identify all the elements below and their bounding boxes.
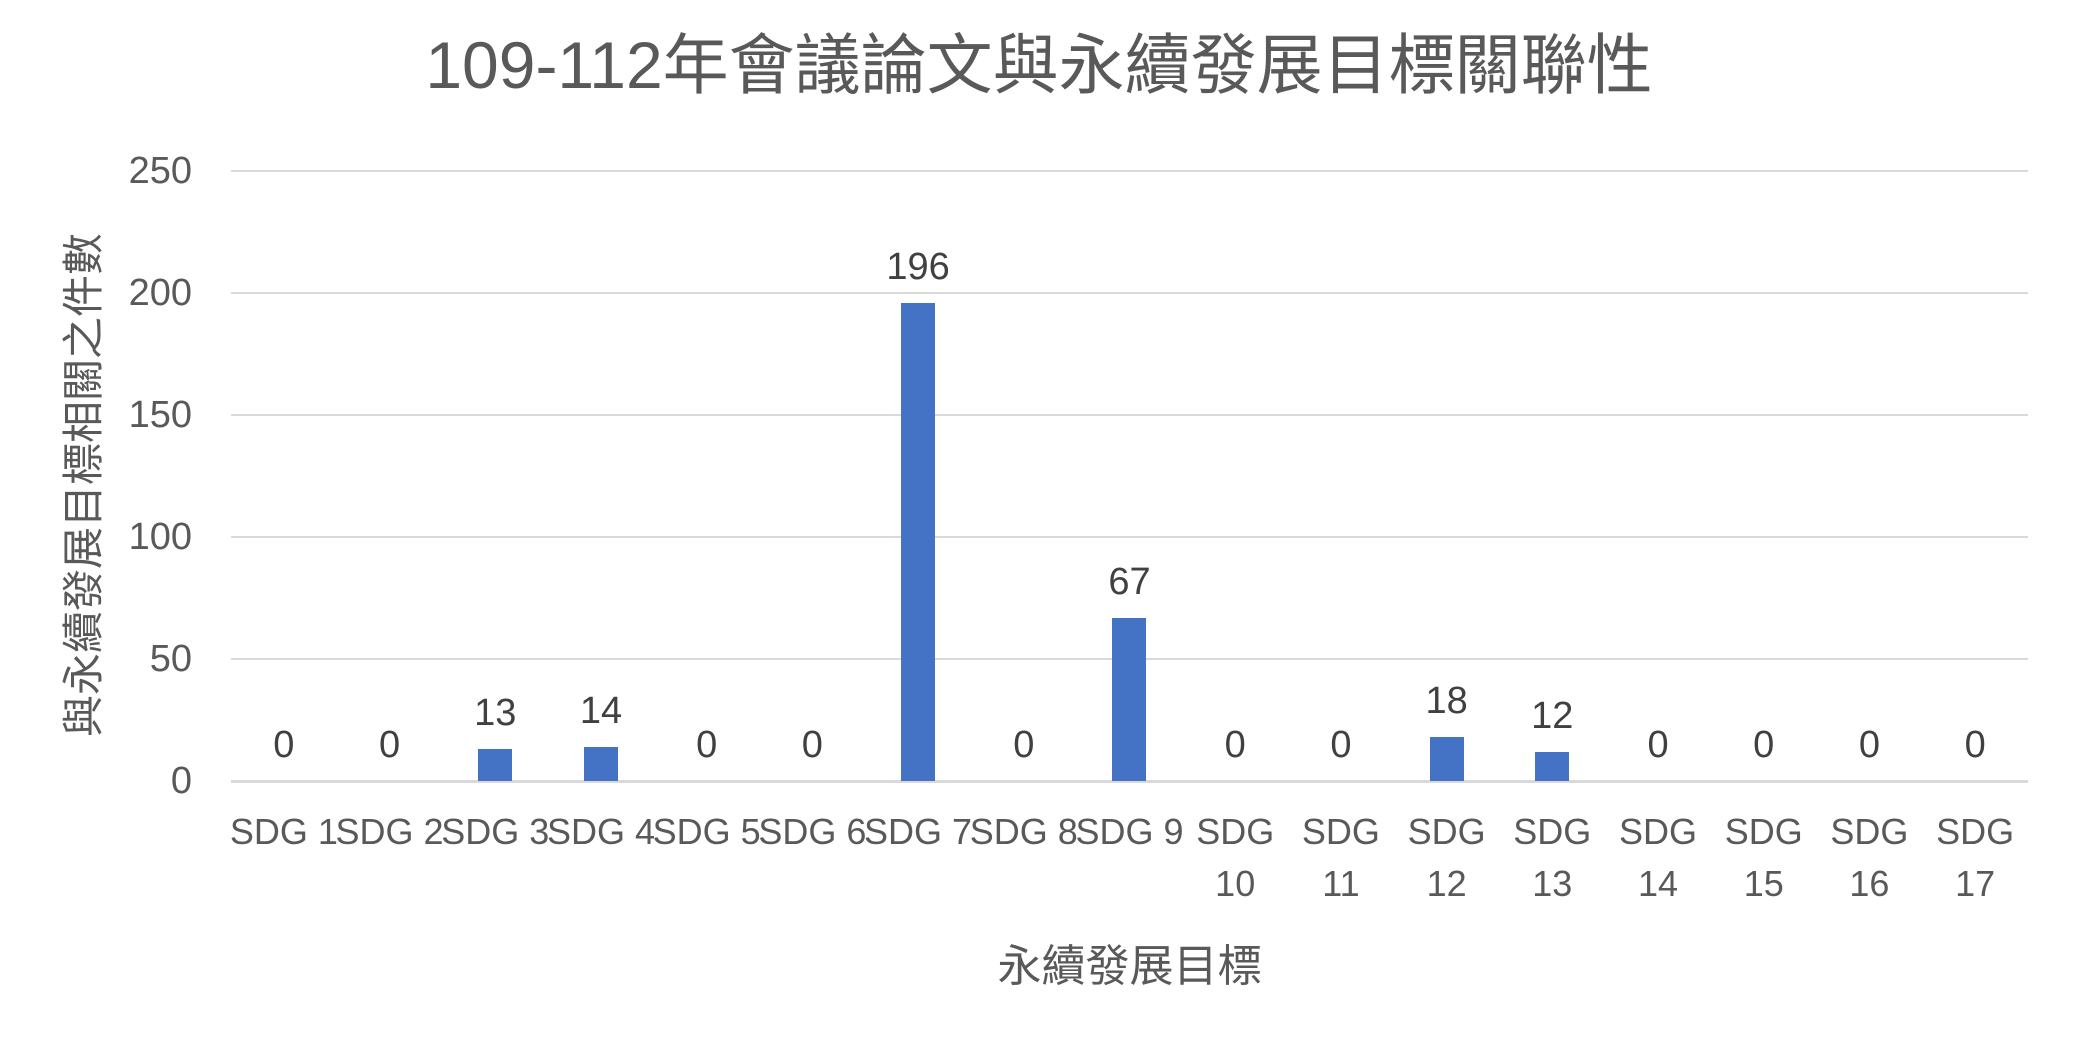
x-tick-label-sdg-4: SDG 4 bbox=[546, 811, 655, 852]
bar-slot-sdg-11: 0 bbox=[1288, 171, 1394, 781]
data-label-sdg-5: 0 bbox=[696, 724, 718, 766]
data-label-sdg-17: 0 bbox=[1964, 724, 1986, 766]
bar-slot-sdg-16: 0 bbox=[1817, 171, 1923, 781]
bar-slot-sdg-13: 12 bbox=[1499, 171, 1605, 781]
data-label-sdg-13: 12 bbox=[1531, 694, 1574, 737]
data-label-sdg-7: 196 bbox=[886, 245, 950, 288]
x-axis-tick-labels: SDG 1 SDG 2 SDG 3 SDG 4 SDG 5 SDG 6 SDG 7 SDG 8… bbox=[229, 806, 2028, 916]
data-label-sdg-16: 0 bbox=[1858, 724, 1880, 766]
x-axis-title: 永續發展目標 bbox=[997, 942, 1262, 991]
bar-slot-sdg-9: 67 bbox=[1077, 171, 1183, 781]
data-label-sdg-8: 0 bbox=[1013, 724, 1035, 766]
bar-slot-sdg-4: 14 bbox=[548, 171, 654, 781]
x-tick-label-sdg-7: SDG 7 bbox=[864, 811, 973, 852]
x-tick-label-sdg-5: SDG 5 bbox=[652, 811, 761, 852]
gridline-250 bbox=[231, 170, 2028, 172]
x-tick-label-sdg-11: SDG 11 bbox=[1301, 811, 1380, 904]
y-tick-label-0: 0 bbox=[170, 760, 192, 802]
bar-slot-sdg-7: 196 bbox=[865, 171, 971, 781]
bar-slot-sdg-5: 0 bbox=[654, 171, 760, 781]
x-tick-label-sdg-10: SDG 10 bbox=[1196, 811, 1275, 904]
y-tick-label-150: 150 bbox=[128, 394, 192, 436]
data-label-sdg-2: 0 bbox=[378, 724, 401, 766]
gridline-150 bbox=[231, 414, 2028, 416]
bar-slot-sdg-2: 0 bbox=[337, 171, 443, 781]
x-tick-label-sdg-6: SDG 6 bbox=[758, 811, 867, 852]
bar-slot-sdg-12: 18 bbox=[1394, 171, 1500, 781]
x-tick-label-sdg-17: SDG 17 bbox=[1936, 811, 2015, 904]
gridline-200 bbox=[231, 292, 2028, 294]
data-label-sdg-1: 0 bbox=[273, 724, 295, 766]
x-tick-label-sdg-14: SDG 14 bbox=[1619, 811, 1698, 904]
chart-title: 109-112年會議論文與永續發展目標關聯性 bbox=[425, 28, 1653, 102]
bar-slot-sdg-10: 0 bbox=[1182, 171, 1288, 781]
x-tick-label-sdg-1: SDG 1 bbox=[229, 811, 338, 852]
x-tick-label-sdg-12: SDG 12 bbox=[1407, 811, 1486, 904]
y-tick-label-50: 50 bbox=[149, 638, 192, 680]
x-axis-line bbox=[231, 780, 2028, 783]
bar-sdg-13 bbox=[1535, 751, 1570, 781]
gridline-100 bbox=[231, 536, 2028, 538]
data-label-sdg-10: 0 bbox=[1224, 724, 1246, 766]
plot-area: 0 0 13 14 0 0 196 0 67 0 0 18 12 0 0 0 0 bbox=[231, 170, 2028, 783]
bar-slot-sdg-3: 13 bbox=[442, 171, 548, 781]
y-tick-label-200: 200 bbox=[128, 272, 192, 314]
data-label-sdg-6: 0 bbox=[801, 724, 823, 766]
bar-sdg-3 bbox=[478, 749, 513, 781]
bar-slot-sdg-14: 0 bbox=[1605, 171, 1711, 781]
data-label-sdg-4: 14 bbox=[579, 689, 623, 732]
data-label-sdg-9: 67 bbox=[1108, 560, 1151, 603]
x-tick-label-sdg-16: SDG 16 bbox=[1830, 811, 1909, 904]
bar-slot-sdg-15: 0 bbox=[1711, 171, 1817, 781]
x-tick-label-sdg-8: SDG 8 bbox=[969, 811, 1078, 852]
data-label-sdg-15: 0 bbox=[1753, 724, 1775, 766]
bar-sdg-9 bbox=[1112, 617, 1147, 781]
x-tick-label-sdg-3: SDG 3 bbox=[441, 811, 550, 852]
bar-sdg-4 bbox=[583, 746, 618, 781]
bar-slot-sdg-17: 0 bbox=[1922, 171, 2028, 781]
x-tick-label-sdg-2: SDG 2 bbox=[335, 811, 444, 852]
x-tick-label-sdg-13: SDG 13 bbox=[1513, 811, 1592, 904]
data-label-sdg-14: 0 bbox=[1647, 724, 1669, 766]
data-label-sdg-3: 13 bbox=[474, 692, 517, 735]
bar-slot-sdg-6: 0 bbox=[760, 171, 866, 781]
y-tick-label-250: 250 bbox=[128, 150, 192, 192]
bar-slot-sdg-8: 0 bbox=[971, 171, 1077, 781]
bar-slot-sdg-1: 0 bbox=[231, 171, 337, 781]
data-label-sdg-12: 18 bbox=[1425, 680, 1468, 723]
data-label-sdg-11: 0 bbox=[1330, 724, 1352, 766]
y-tick-label-100: 100 bbox=[128, 516, 192, 558]
x-tick-label-sdg-15: SDG 15 bbox=[1724, 811, 1803, 904]
x-tick-label-sdg-9: SDG 9 bbox=[1075, 811, 1184, 852]
bar-sdg-7 bbox=[901, 302, 936, 781]
bar-sdg-12 bbox=[1429, 737, 1464, 781]
